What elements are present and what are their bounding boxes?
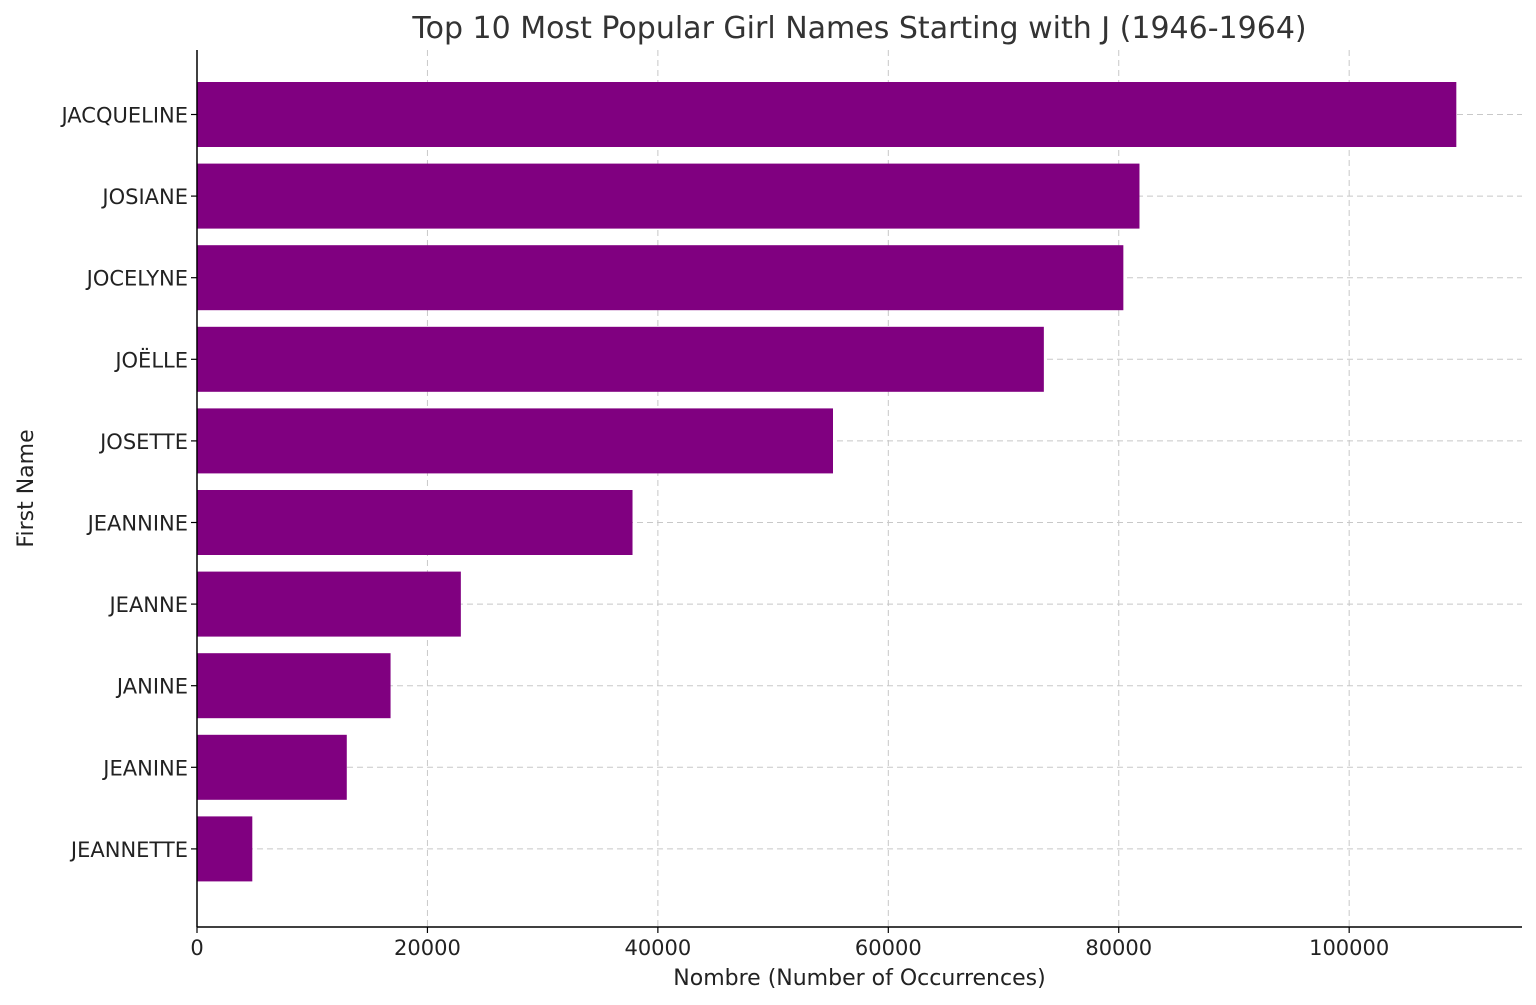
y-tick-label: JOËLLE: [113, 347, 188, 372]
x-tick-label: 40000: [624, 936, 691, 960]
x-tick-label: 20000: [394, 936, 461, 960]
bar-janine: [197, 653, 391, 719]
y-tick-label: JANINE: [115, 675, 188, 699]
y-tick-label: JEANNINE: [86, 512, 188, 536]
y-tick-label: JOSETTE: [98, 430, 188, 454]
y-axis-label: First Name: [14, 429, 39, 547]
x-tick-label: 60000: [855, 936, 922, 960]
x-tick-label: 0: [190, 936, 203, 960]
chart-title: Top 10 Most Popular Girl Names Starting …: [411, 11, 1306, 46]
bar-jeannine: [197, 490, 633, 555]
y-tick-label: JEANNETTE: [69, 838, 188, 862]
y-tick-label: JOSIANE: [100, 185, 188, 209]
bar-josiane: [197, 163, 1140, 229]
bar-layer: [197, 82, 1457, 882]
y-tick-label: JACQUELINE: [59, 104, 188, 128]
bar-jeanine: [197, 734, 347, 800]
y-tick-label: JEANNE: [107, 593, 188, 617]
bar-jocelyne: [197, 245, 1124, 311]
x-tick-layer: 0 20000 40000 60000 80000 100000: [190, 927, 1389, 960]
y-tick-label: JEANINE: [101, 756, 188, 780]
bar-jeannette: [197, 816, 253, 882]
bar-jeanne: [197, 571, 461, 637]
y-tick-layer: JACQUELINE JOSIANE JOCELYNE JOËLLE JOSETTE JE…: [59, 104, 197, 862]
bar-josette: [197, 408, 833, 474]
x-tick-label: 100000: [1309, 936, 1389, 960]
bar-jacqueline: [197, 82, 1457, 147]
y-tick-label: JOCELYNE: [85, 267, 188, 291]
bar-joëlle: [197, 326, 1044, 392]
x-axis-label: Nombre (Number of Occurrences): [673, 966, 1045, 991]
x-tick-label: 80000: [1085, 936, 1152, 960]
